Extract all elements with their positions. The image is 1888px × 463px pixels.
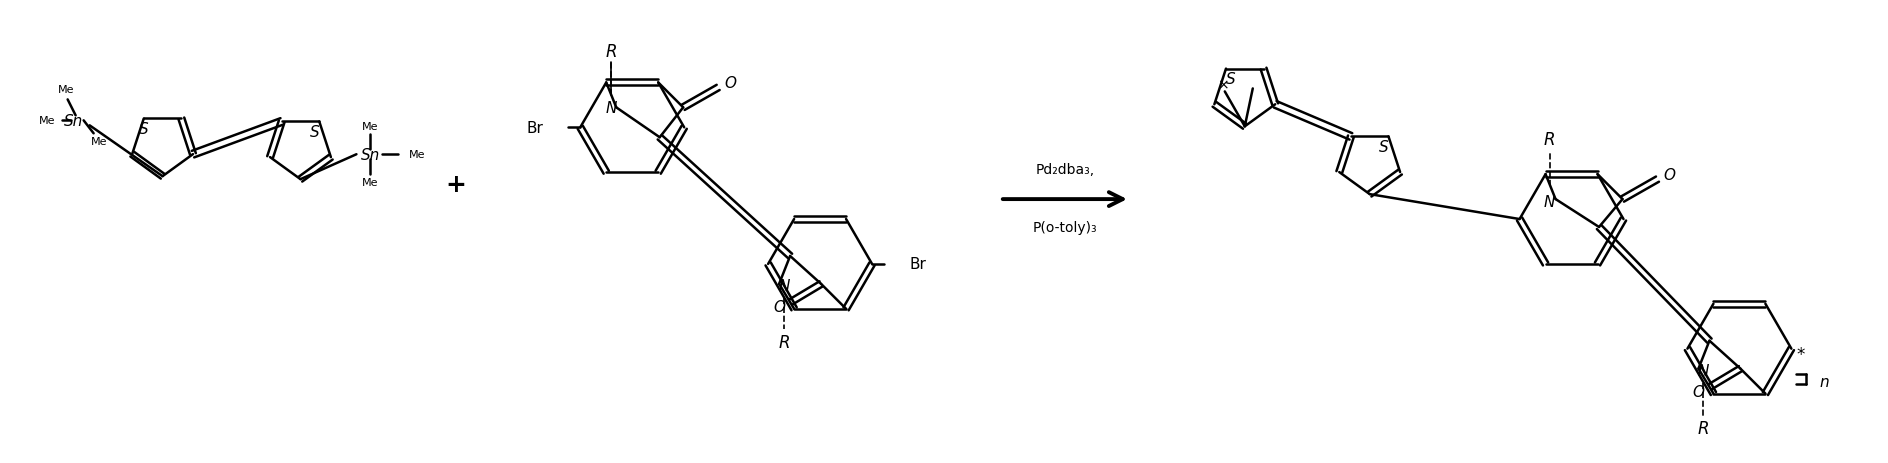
- Text: O: O: [1692, 384, 1705, 399]
- Text: +: +: [446, 173, 466, 197]
- Text: R: R: [1697, 419, 1709, 438]
- Text: Pd₂dba₃,: Pd₂dba₃,: [1035, 163, 1095, 177]
- Text: N: N: [1544, 194, 1556, 209]
- Text: S: S: [310, 125, 319, 140]
- Text: N: N: [1697, 363, 1709, 378]
- Text: R: R: [1544, 131, 1556, 149]
- Text: Br: Br: [527, 120, 544, 136]
- Text: Sn: Sn: [64, 113, 83, 129]
- Text: R: R: [606, 43, 617, 60]
- Text: n: n: [1820, 374, 1829, 389]
- Text: S: S: [140, 122, 149, 137]
- Text: N: N: [778, 279, 789, 294]
- Text: O: O: [725, 76, 736, 91]
- Text: S: S: [1378, 139, 1388, 155]
- Text: Me: Me: [57, 85, 74, 95]
- Text: Me: Me: [362, 178, 379, 188]
- Text: Me: Me: [362, 122, 379, 132]
- Text: *: *: [1795, 345, 1805, 363]
- Text: P(o-toly)₃: P(o-toly)₃: [1033, 220, 1097, 234]
- Text: Me: Me: [408, 150, 425, 160]
- Text: Me: Me: [91, 137, 108, 147]
- Text: N: N: [606, 100, 617, 116]
- Text: Me: Me: [40, 116, 55, 126]
- Text: Br: Br: [908, 257, 925, 272]
- Text: Sn: Sn: [361, 147, 379, 163]
- Text: S: S: [1225, 72, 1237, 87]
- Text: ×: ×: [1218, 78, 1229, 92]
- Text: O: O: [1663, 167, 1675, 182]
- Text: O: O: [772, 300, 785, 315]
- Text: R: R: [778, 333, 789, 351]
